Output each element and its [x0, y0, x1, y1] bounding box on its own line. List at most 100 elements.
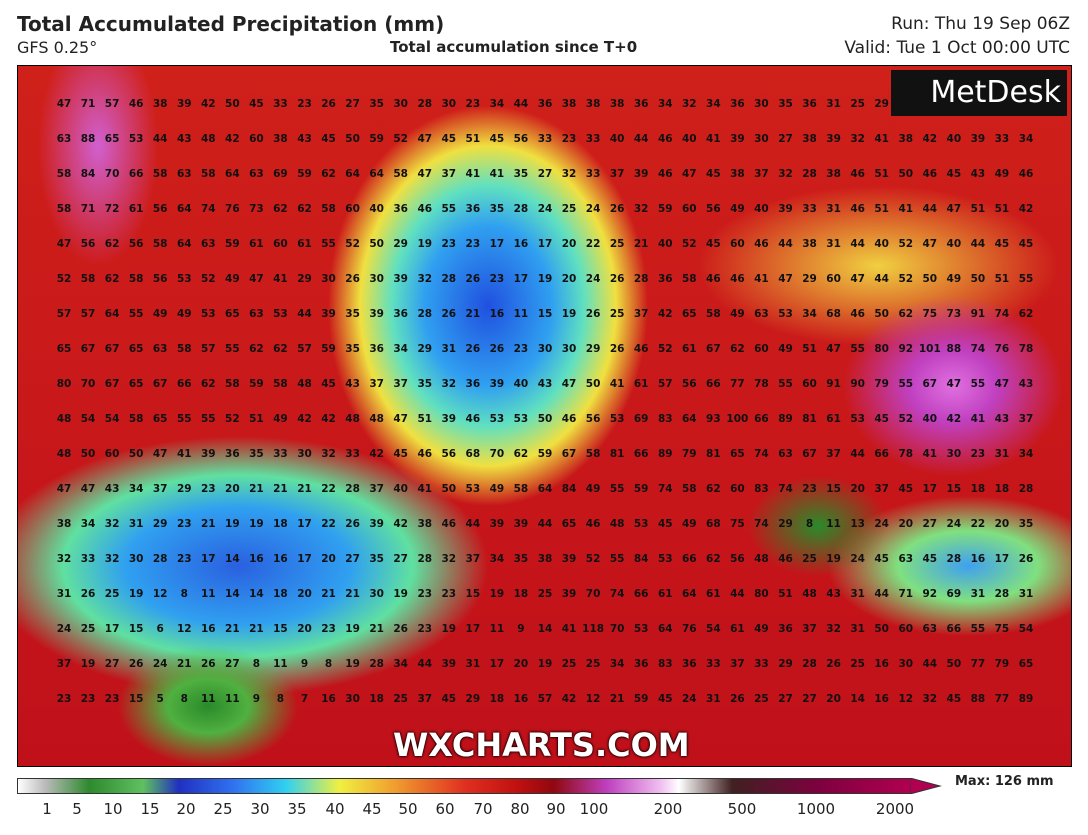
colorbar-label: 45: [362, 800, 382, 818]
grid-value: 100: [726, 413, 749, 425]
grid-value: 29: [417, 343, 433, 355]
grid-value: 11: [513, 308, 529, 320]
grid-value: 25: [561, 658, 577, 670]
grid-value: 58: [176, 343, 192, 355]
grid-value: 51: [994, 203, 1010, 215]
grid-value: 41: [609, 378, 625, 390]
grid-value: 58: [681, 483, 697, 495]
grid-value: 18: [513, 588, 529, 600]
grid-value: 67: [104, 378, 120, 390]
grid-value: 40: [754, 203, 769, 215]
grid-value: 44: [152, 133, 168, 145]
grid-value: 93: [706, 413, 721, 425]
grid-value: 17: [489, 238, 505, 250]
grid-value: 20: [994, 518, 1010, 530]
grid-value: 8: [252, 658, 261, 670]
grid-value: 41: [706, 133, 721, 145]
grid-value: 12: [585, 693, 601, 705]
grid-value: 58: [273, 378, 288, 390]
grid-value: 52: [393, 133, 408, 145]
grid-value: 56: [152, 273, 168, 285]
grid-value: 44: [874, 588, 889, 600]
grid-value: 41: [970, 413, 986, 425]
grid-value: 78: [1018, 343, 1034, 355]
grid-value: 17: [489, 658, 505, 670]
grid-value: 53: [657, 553, 673, 565]
grid-value: 26: [826, 658, 841, 670]
grid-value: 52: [56, 273, 72, 285]
grid-value: 35: [1018, 518, 1034, 530]
grid-value: 46: [128, 98, 144, 110]
grid-value: 25: [585, 658, 601, 670]
grid-value: 31: [128, 518, 144, 530]
grid-value: 30: [754, 98, 769, 110]
grid-value: 50: [345, 133, 360, 145]
grid-value: 28: [152, 553, 168, 565]
grid-value: 29: [176, 483, 192, 495]
grid-value: 33: [273, 98, 288, 110]
grid-value: 57: [657, 378, 673, 390]
grid-value: 28: [417, 553, 433, 565]
grid-value: 25: [104, 588, 120, 600]
grid-value: 25: [754, 693, 769, 705]
grid-value: 62: [730, 343, 745, 355]
grid-value: 25: [609, 238, 625, 250]
grid-value: 15: [537, 308, 553, 320]
grid-value: 44: [874, 273, 889, 285]
grid-value: 54: [80, 413, 96, 425]
grid-value: 20: [826, 693, 841, 705]
grid-value: 5: [156, 693, 164, 705]
grid-value: 51: [874, 168, 889, 180]
grid-value: 29: [802, 273, 817, 285]
grid-value: 38: [802, 133, 817, 145]
grid-value: 70: [489, 448, 505, 460]
grid-value: 27: [537, 168, 553, 180]
grid-value: 47: [561, 378, 577, 390]
grid-value: 24: [681, 693, 697, 705]
grid-value: 53: [200, 308, 216, 320]
grid-value: 44: [297, 308, 312, 320]
grid-value: 61: [297, 238, 312, 250]
grid-value: 43: [104, 483, 120, 495]
grid-value: 27: [778, 133, 793, 145]
grid-value: 40: [681, 133, 697, 145]
grid-value: 51: [970, 203, 986, 215]
grid-value: 37: [826, 448, 841, 460]
grid-value: 61: [706, 588, 721, 600]
grid-value: 45: [994, 238, 1010, 250]
grid-value: 28: [802, 168, 817, 180]
grid-value: 65: [561, 518, 577, 530]
grid-value: 35: [489, 203, 505, 215]
grid-value: 50: [128, 448, 144, 460]
grid-value: 26: [441, 308, 457, 320]
grid-value: 50: [946, 658, 962, 670]
grid-value: 84: [561, 483, 577, 495]
grid-value: 38: [730, 168, 745, 180]
grid-value: 39: [970, 133, 986, 145]
grid-value: 62: [321, 168, 336, 180]
grid-value: 74: [994, 308, 1010, 320]
grid-value: 59: [633, 483, 649, 495]
grid-value: 28: [1018, 483, 1034, 495]
grid-value: 47: [417, 133, 433, 145]
grid-value: 44: [465, 518, 481, 530]
grid-value: 19: [441, 623, 457, 635]
grid-value: 63: [152, 343, 168, 355]
grid-value: 30: [345, 693, 360, 705]
grid-value: 60: [754, 343, 769, 355]
grid-value: 66: [946, 623, 962, 635]
grid-value: 46: [850, 203, 865, 215]
grid-value: 47: [850, 273, 865, 285]
colorbar-label: 5: [72, 800, 82, 818]
grid-value: 46: [730, 273, 745, 285]
grid-value: 74: [657, 483, 673, 495]
grid-value: 37: [609, 168, 625, 180]
grid-value: 36: [537, 98, 553, 110]
grid-value: 78: [898, 448, 914, 460]
grid-value: 23: [441, 588, 457, 600]
grid-value: 62: [104, 273, 120, 285]
grid-value: 48: [754, 553, 769, 565]
grid-value: 50: [970, 273, 986, 285]
grid-value: 46: [441, 518, 457, 530]
grid-value: 49: [946, 273, 962, 285]
